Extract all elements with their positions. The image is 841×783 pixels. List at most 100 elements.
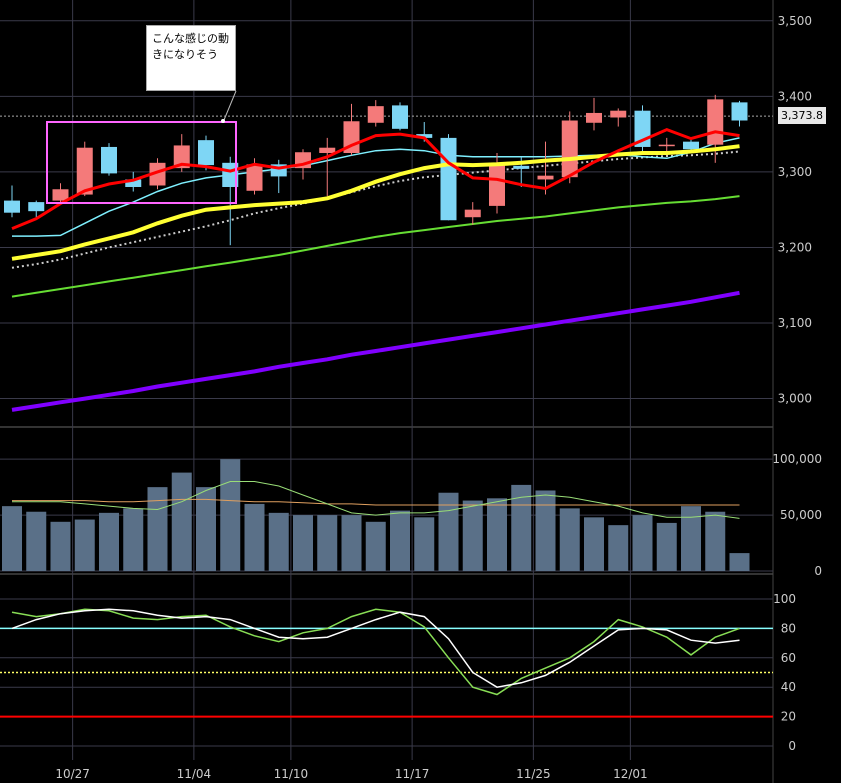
candle-body <box>610 110 627 118</box>
volume-bar <box>681 506 701 571</box>
volume-bar <box>656 522 677 571</box>
volume-bar <box>2 506 22 571</box>
volume-bar <box>268 512 289 571</box>
price-tick-label: 3,200 <box>778 240 812 254</box>
stochastic-tick-label: 100 <box>773 592 796 606</box>
volume-bar <box>220 459 241 571</box>
current-price-badge: 3,373.8 <box>778 107 826 124</box>
price-panel <box>0 94 773 412</box>
x-tick-label: 11/04 <box>177 767 212 781</box>
candle-body <box>52 189 69 201</box>
stochastic-tick-label: 60 <box>781 651 796 665</box>
ma-long-line <box>11 195 740 298</box>
volume-bar <box>535 490 556 571</box>
volume-bar <box>729 553 750 571</box>
price-tick-label: 3,000 <box>778 392 812 406</box>
stochastic-tick-label: 20 <box>781 710 796 724</box>
candle <box>731 100 748 127</box>
candle-body <box>4 200 20 213</box>
callout-pointer <box>223 90 237 121</box>
volume-bar <box>147 487 168 571</box>
volume-tick-label: 0 <box>814 564 822 578</box>
candle-body <box>586 112 602 123</box>
candle-body <box>76 147 93 195</box>
candle <box>4 185 20 218</box>
volume-bar <box>705 511 726 571</box>
volume-bar <box>584 517 604 571</box>
candle-body <box>125 179 142 187</box>
volume-bar <box>171 472 192 571</box>
volume-bar <box>365 521 386 571</box>
volume-bar <box>26 511 47 571</box>
candle-body <box>440 137 457 221</box>
volume-bar <box>414 517 435 571</box>
candle <box>634 105 651 153</box>
volume-bar <box>462 500 483 571</box>
volume-bar <box>608 525 629 571</box>
volume-bar <box>244 503 265 571</box>
ma-very-long-line <box>11 290 740 412</box>
volume-bar <box>123 508 144 571</box>
annotation-callout: こんな感じの動 きになりそう <box>146 25 236 91</box>
candle <box>464 202 481 225</box>
highlight-box <box>46 121 237 204</box>
candle-body <box>464 209 481 218</box>
candle <box>367 100 384 127</box>
volume-ma-green-line <box>12 481 740 519</box>
candle <box>537 141 554 195</box>
price-tick-label: 3,500 <box>778 14 812 28</box>
volume-bar <box>99 512 119 571</box>
volume-bar <box>632 515 653 571</box>
candle <box>270 159 287 194</box>
candle <box>561 111 578 184</box>
candle-body <box>173 145 190 169</box>
candle-body <box>489 162 505 206</box>
annotation-line-2: きになりそう <box>152 48 218 61</box>
candle <box>586 97 602 131</box>
candle <box>707 94 724 163</box>
candle-body <box>101 146 117 174</box>
candle <box>101 143 117 176</box>
grid-lines <box>0 0 774 783</box>
candle-body <box>561 120 578 178</box>
x-axis-labels: 10/27 11/04 11/10 11/17 11/25 12/01 <box>55 767 647 781</box>
ma-mid-line <box>11 144 740 261</box>
candle-body <box>513 165 530 169</box>
candle-body <box>707 99 724 145</box>
candle-body <box>658 144 675 147</box>
candle <box>52 183 69 205</box>
x-tick-label: 11/10 <box>274 767 309 781</box>
candle-body <box>28 202 45 212</box>
candle <box>610 108 627 127</box>
callout-pointer-dot <box>221 119 225 123</box>
volume-bar <box>438 492 459 571</box>
axis-labels: 3,000 3,100 3,200 3,300 3,400 3,500 0 50,000 100… <box>772 14 822 753</box>
volume-tick-label: 50,000 <box>780 508 822 522</box>
stochastic-k-line <box>11 608 740 696</box>
volume-bar <box>390 510 410 571</box>
candle-body <box>392 105 408 129</box>
price-tick-label: 3,300 <box>778 165 812 179</box>
candle-body <box>149 162 166 186</box>
stochastic-tick-label: 40 <box>781 680 796 694</box>
volume-bar <box>341 515 362 571</box>
volume-bar <box>317 515 338 571</box>
volume-bar <box>74 519 95 571</box>
x-tick-label: 11/25 <box>516 767 551 781</box>
stochastic-panel <box>0 608 773 718</box>
volume-bar <box>511 484 532 571</box>
stochastic-d-line <box>11 608 740 688</box>
volume-bar <box>50 521 71 571</box>
annotation-line-1: こんな感じの動 <box>152 32 229 45</box>
candle <box>28 200 45 218</box>
x-tick-label: 11/17 <box>395 767 430 781</box>
stochastic-tick-label: 80 <box>781 621 796 635</box>
candle-body <box>198 140 214 166</box>
volume-bar <box>196 487 216 571</box>
price-tick-label: 3,400 <box>778 89 812 103</box>
candle <box>392 102 408 131</box>
volume-bar <box>559 508 580 571</box>
candle <box>149 158 166 190</box>
volume-panel <box>2 459 750 571</box>
